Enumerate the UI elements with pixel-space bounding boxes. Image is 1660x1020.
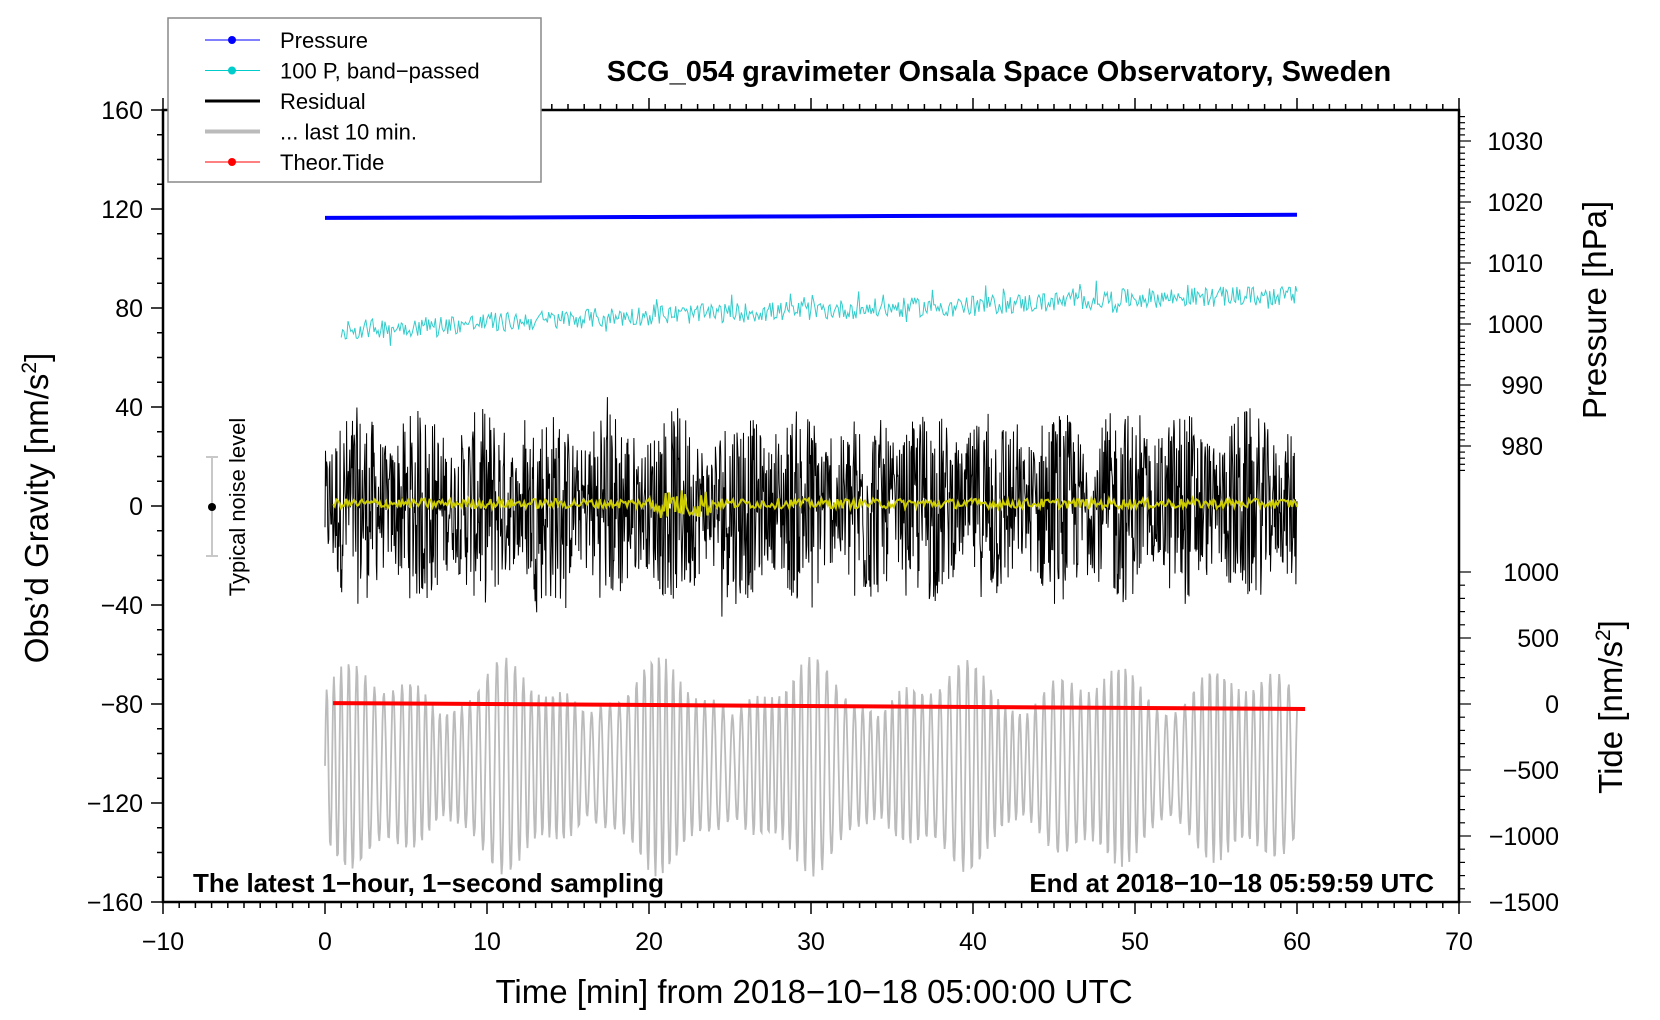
y-tick-label-pressure: 990 [1501,372,1543,400]
y-tick-label-left: 80 [115,295,143,323]
x-tick-label: 30 [797,928,825,956]
x-tick-label: 0 [318,928,332,956]
x-tick-label: 50 [1121,928,1149,956]
series-last-10-min [324,657,1298,877]
y-tick-label-left: 0 [129,493,143,521]
x-tick-label: 40 [959,928,987,956]
legend-label: Residual [280,89,366,114]
legend-label: Theor.Tide [280,150,384,175]
y-tick-label-pressure: 1010 [1487,250,1543,278]
y-axis-label-pressure: Pressure [hPa] [1576,201,1613,419]
x-tick-label: 60 [1283,928,1311,956]
y-tick-label-tide: −1000 [1489,823,1559,851]
series-residual [324,397,1298,617]
x-tick-label: 70 [1445,928,1473,956]
legend-label: 100 P, band−passed [280,59,480,84]
legend-label: ... last 10 min. [280,120,417,145]
legend: Pressure 100 P, band−passed Residual ... la… [167,17,542,183]
legend-marker-4 [228,158,236,166]
x-tick-label: −10 [142,928,184,956]
y-tick-label-left: 160 [101,97,143,125]
noise-bar-center [208,503,216,511]
y-axis-label-tide: Tide [nm/s2] [1592,620,1629,794]
y-tick-label-tide: −500 [1503,757,1559,785]
y-tick-label-left: −160 [87,889,143,917]
y-tick-label-left: −120 [87,790,143,818]
legend-label: Pressure [280,28,368,53]
y-tick-label-left: −80 [101,691,143,719]
y-tick-label-pressure: 980 [1501,433,1543,461]
y-tick-label-tide: 0 [1545,691,1559,719]
series-pressure-bandpassed [340,280,1298,346]
y-tick-label-tide: −1500 [1489,889,1559,917]
series-theor-tide [333,701,1306,712]
y-tick-label-tide: 500 [1517,625,1559,653]
legend-marker-0 [228,36,236,44]
annotation-left: The latest 1−hour, 1−second sampling [193,868,664,898]
legend-marker-1 [228,66,236,75]
noise-level-label: Typical noise level [225,418,250,597]
y-tick-label-pressure: 1030 [1487,128,1543,156]
y-tick-label-left: −40 [101,592,143,620]
y-tick-label-tide: 1000 [1503,559,1559,587]
y-tick-label-pressure: 1020 [1487,189,1543,217]
y-tick-label-left: 40 [115,394,143,422]
y-tick-label-left: 120 [101,196,143,224]
x-tick-label: 20 [635,928,663,956]
annotation-right: End at 2018−10−18 05:59:59 UTC [1029,868,1434,898]
noise-level-indicator: Typical noise level [206,418,250,597]
x-tick-label: 10 [473,928,501,956]
y-tick-label-pressure: 1000 [1487,311,1543,339]
series-residual-filtered [332,490,1298,519]
chart-title: SCG_054 gravimeter Onsala Space Observat… [607,56,1391,88]
series-pressure [324,212,1298,220]
x-axis-label: Time [min] from 2018−10−18 05:00:00 UTC [495,973,1132,1010]
y-axis-label-left: Obs’d Gravity [nm/s2] [18,353,55,664]
